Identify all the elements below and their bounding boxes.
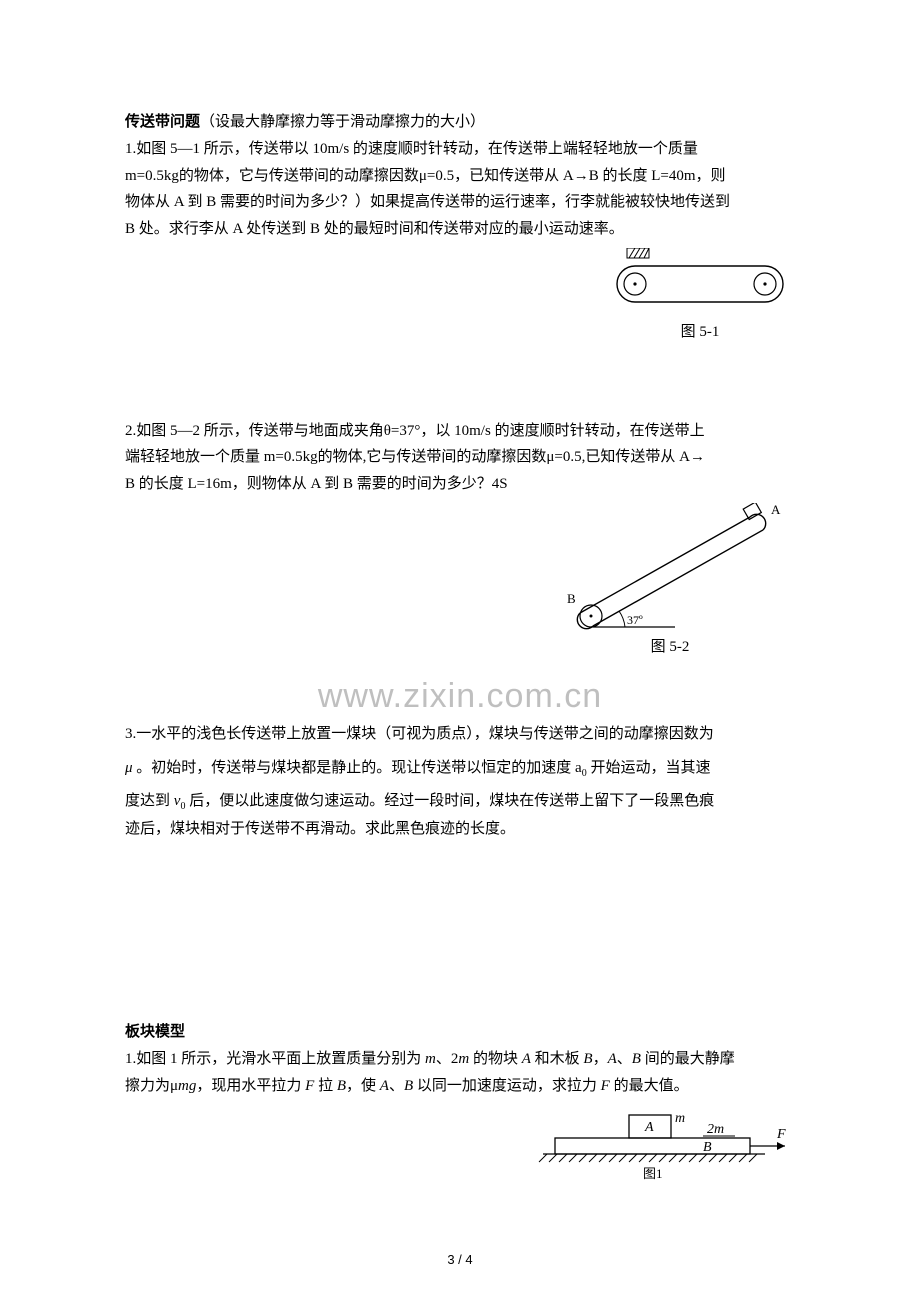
- p3-line4: 迹后，煤块相对于传送带不再滑动。求此黑色痕迹的长度。: [125, 817, 795, 842]
- section4-heading-text: 板块模型: [125, 1024, 185, 1040]
- p3-l2b: 开始运动，当其速: [587, 760, 711, 776]
- p4-l1e: ，: [593, 1051, 608, 1067]
- fig3-A: A: [644, 1120, 654, 1135]
- section1-heading-bold: 传送带问题: [125, 114, 200, 130]
- p2-line3: B 的长度 L=16m，则物体从 A 到 B 需要的时间为多少？4S: [125, 472, 795, 497]
- p1-line3: 物体从 A 到 B 需要的时间为多少？）如果提高传送带的运行速率，行李就能被较快…: [125, 190, 795, 215]
- p3-l2a: 。初始时，传送带与煤块都是静止的。现让传送带以恒定的加速度 a: [136, 760, 581, 776]
- fig3-F: F: [776, 1127, 786, 1142]
- page-container: 传送带问题（设最大静摩擦力等于滑动摩擦力的大小） 1.如图 5—1 所示，传送带…: [0, 0, 920, 1311]
- spacer: [125, 984, 795, 1020]
- p3-line3: 度达到 v0 后，便以此速度做匀速运动。经过一段时间，煤块在传送带上留下了一段黑…: [125, 789, 795, 816]
- p1-line2: m=0.5kg的物体，它与传送带间的动摩擦因数μ=0.5，已知传送带从 A→B …: [125, 164, 795, 189]
- F1: F: [305, 1078, 314, 1094]
- figure-5-1-caption: 图 5-1: [605, 320, 795, 345]
- p1-line1: 1.如图 5—1 所示，传送带以 10m/s 的速度顺时针转动，在传送带上端轻轻…: [125, 137, 795, 162]
- section1-heading-rest: （设最大静摩擦力等于滑动摩擦力的大小）: [200, 114, 485, 130]
- page-number: 3 / 4: [125, 1249, 795, 1270]
- p4-line1: 1.如图 1 所示，光滑水平面上放置质量分别为 m、2m 的物块 A 和木板 B…: [125, 1047, 795, 1072]
- p4-l1a: 1.如图 1 所示，光滑水平面上放置质量分别为: [125, 1051, 425, 1067]
- F2: F: [601, 1078, 610, 1094]
- figure-5-2: A B 37º 图 5-2: [545, 503, 795, 660]
- fig3-B: B: [703, 1140, 712, 1155]
- p4-l2f: 以同一加速度运动，求拉力: [413, 1078, 601, 1094]
- fig3-2m: 2m: [707, 1122, 724, 1137]
- spacer: [125, 347, 795, 419]
- B3: B: [337, 1078, 346, 1094]
- p4-line2: 擦力为μmg，现用水平拉力 F 拉 B，使 A、B 以同一加速度运动，求拉力 F…: [125, 1074, 795, 1099]
- p3-line2: μ 。初始时，传送带与煤块都是静止的。现让传送带以恒定的加速度 a0 开始运动，…: [125, 756, 795, 783]
- spacer: [125, 844, 795, 984]
- mu-symbol: μ: [125, 760, 133, 776]
- B2: B: [632, 1051, 641, 1067]
- section4-heading: 板块模型: [125, 1020, 795, 1045]
- figure-5-1: 图 5-1: [605, 248, 795, 345]
- p4-l1c: 的物块: [469, 1051, 522, 1067]
- p4-l2d: ，使: [346, 1078, 380, 1094]
- p4-l2c: 拉: [314, 1078, 337, 1094]
- B4: B: [404, 1078, 413, 1094]
- p4-l2a: 擦力为μ: [125, 1078, 178, 1094]
- p2-line2: 端轻轻地放一个质量 m=0.5kg的物体,它与传送带间的动摩擦因数μ=0.5,已…: [125, 445, 795, 470]
- watermark-text: www.zixin.com.cn: [125, 668, 795, 724]
- figure-1: A B m 2m F 图1: [535, 1108, 795, 1183]
- section1-heading: 传送带问题（设最大静摩擦力等于滑动摩擦力的大小）: [125, 110, 795, 135]
- B1: B: [583, 1051, 592, 1067]
- p3-l3a: 度达到: [125, 793, 174, 809]
- p4-l2b: ，现用水平拉力: [196, 1078, 305, 1094]
- p2-line1: 2.如图 5—2 所示，传送带与地面成夹角θ=37°，以 10m/s 的速度顺时…: [125, 419, 795, 444]
- belt-inclined-icon: A B 37º: [545, 503, 795, 633]
- p4-l1f: 、: [617, 1051, 632, 1067]
- m1: m: [425, 1051, 436, 1067]
- fig3-m: m: [675, 1111, 685, 1126]
- p4-l1d: 和木板: [531, 1051, 584, 1067]
- p4-l1g: 间的最大静摩: [641, 1051, 735, 1067]
- figure-5-1-wrap: 图 5-1: [125, 248, 795, 345]
- belt-horizontal-icon: [605, 248, 795, 318]
- A1: A: [522, 1051, 531, 1067]
- fig2-angle: 37º: [627, 613, 643, 627]
- fig3-caption: 图1: [643, 1166, 663, 1181]
- mg: mg: [178, 1078, 196, 1094]
- figure-5-2-wrap: A B 37º 图 5-2: [125, 503, 795, 660]
- p3-l3b: 后，便以此速度做匀速运动。经过一段时间，煤块在传送带上留下了一段黑色痕: [185, 793, 714, 809]
- figure-5-2-caption: 图 5-2: [545, 635, 795, 660]
- m2: m: [458, 1051, 469, 1067]
- spacer: [125, 1185, 795, 1221]
- p3-line1: 3.一水平的浅色长传送带上放置一煤块（可视为质点），煤块与传送带之间的动摩擦因数…: [125, 722, 795, 747]
- A2: A: [608, 1051, 617, 1067]
- p1-line4: B 处。求行李从 A 处传送到 B 处的最短时间和传送带对应的最小运动速率。: [125, 217, 795, 242]
- fig2-label-A: A: [771, 503, 781, 517]
- p4-l2e: 、: [389, 1078, 404, 1094]
- fig2-label-B: B: [567, 591, 576, 606]
- block-board-icon: A B m 2m F 图1: [535, 1108, 795, 1183]
- p4-l1b: 、2: [436, 1051, 459, 1067]
- figure-1-wrap: A B m 2m F 图1: [125, 1108, 795, 1183]
- p4-l2g: 的最大值。: [610, 1078, 689, 1094]
- A3: A: [380, 1078, 389, 1094]
